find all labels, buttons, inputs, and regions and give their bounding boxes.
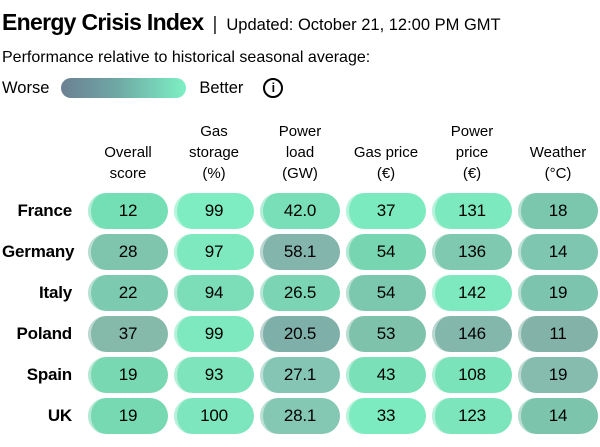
- legend-worse-label: Worse: [2, 78, 50, 97]
- cell-france-gas-storage: 99: [174, 193, 254, 229]
- updated-timestamp: Updated: October 21, 12:00 PM GMT: [226, 16, 501, 34]
- cell-uk-power-load-gw: 28.1: [260, 398, 340, 434]
- cell-italy-gas-storage: 94: [174, 275, 254, 311]
- cell-poland-weather-c: 11: [518, 316, 598, 352]
- cell-france-gas-price: 37: [346, 193, 426, 229]
- cell-germany-gas-price: 54: [346, 234, 426, 270]
- title-separator: |: [212, 14, 218, 35]
- cell-uk-overall-score: 19: [88, 398, 168, 434]
- cell-germany-power-price: 136: [432, 234, 512, 270]
- cell-france-weather-c: 18: [518, 193, 598, 229]
- cell-france-overall-score: 12: [88, 193, 168, 229]
- title-bar: Energy Crisis Index | Updated: October 2…: [2, 8, 598, 36]
- cell-poland-overall-score: 37: [88, 316, 168, 352]
- page-title: Energy Crisis Index: [2, 9, 204, 35]
- cell-spain-overall-score: 19: [88, 357, 168, 393]
- cell-germany-gas-storage: 97: [174, 234, 254, 270]
- column-header-power-load-gw: Power load (GW): [278, 123, 322, 182]
- info-icon-glyph: i: [271, 80, 276, 95]
- cell-spain-power-price: 108: [432, 357, 512, 393]
- cell-italy-gas-price: 54: [346, 275, 426, 311]
- cell-spain-power-load-gw: 27.1: [260, 357, 340, 393]
- cell-poland-power-load-gw: 20.5: [260, 316, 340, 352]
- cell-spain-weather-c: 19: [518, 357, 598, 393]
- cell-uk-gas-price: 33: [346, 398, 426, 434]
- cell-germany-overall-score: 28: [88, 234, 168, 270]
- legend-gradient-bar: [61, 78, 187, 98]
- legend-better-label: Better: [199, 78, 244, 97]
- cell-italy-weather-c: 19: [518, 275, 598, 311]
- cell-uk-gas-storage: 100: [174, 398, 254, 434]
- table-row-germany: Germany 28 97 58.1 54 136 14: [2, 234, 598, 270]
- cell-france-power-price: 131: [432, 193, 512, 229]
- cell-france-power-load-gw: 42.0: [260, 193, 340, 229]
- column-header-power-price: Power price (€): [450, 123, 494, 182]
- cell-uk-power-price: 123: [432, 398, 512, 434]
- cell-italy-overall-score: 22: [88, 275, 168, 311]
- table-row-italy: Italy 22 94 26.5 54 142 19: [2, 275, 598, 311]
- table-row-uk: UK 19 100 28.1 33 123 14: [2, 398, 598, 434]
- color-legend: Worse Better i: [2, 77, 598, 99]
- header-corner-spacer: [2, 121, 82, 193]
- cell-poland-gas-price: 53: [346, 316, 426, 352]
- legend-caption: Performance relative to historical seaso…: [2, 49, 371, 66]
- row-label-spain: Spain: [26, 365, 72, 384]
- column-header-gas-storage: Gas storage (%): [188, 123, 240, 182]
- cell-uk-weather-c: 14: [518, 398, 598, 434]
- row-label-germany: Germany: [2, 242, 75, 261]
- cell-germany-power-load-gw: 58.1: [260, 234, 340, 270]
- cell-italy-power-price: 142: [432, 275, 512, 311]
- cell-poland-gas-storage: 99: [174, 316, 254, 352]
- table-row-france: France 12 99 42.0 37 131 18: [2, 193, 598, 229]
- info-icon[interactable]: i: [263, 78, 284, 98]
- column-header-weather-c: Weather (°C): [529, 144, 587, 182]
- cell-poland-power-price: 146: [432, 316, 512, 352]
- row-label-france: France: [17, 201, 72, 220]
- column-header-overall-score: Overall score: [104, 144, 152, 182]
- heatmap-table: France 12 99 42.0 37 131 18 Germany 28 97 58.1 54 13…: [2, 193, 598, 434]
- row-label-italy: Italy: [38, 283, 72, 302]
- cell-spain-gas-price: 43: [346, 357, 426, 393]
- column-header-gas-price: Gas price (€): [353, 144, 419, 182]
- table-row-spain: Spain 19 93 27.1 43 108 19: [2, 357, 598, 393]
- cell-spain-gas-storage: 93: [174, 357, 254, 393]
- row-label-poland: Poland: [16, 324, 73, 343]
- cell-italy-power-load-gw: 26.5: [260, 275, 340, 311]
- row-label-uk: UK: [47, 406, 72, 425]
- table-header-row: Overall score Gas storage (%) Power load (…: [2, 121, 598, 193]
- table-row-poland: Poland 37 99 20.5 53 146 11: [2, 316, 598, 352]
- cell-germany-weather-c: 14: [518, 234, 598, 270]
